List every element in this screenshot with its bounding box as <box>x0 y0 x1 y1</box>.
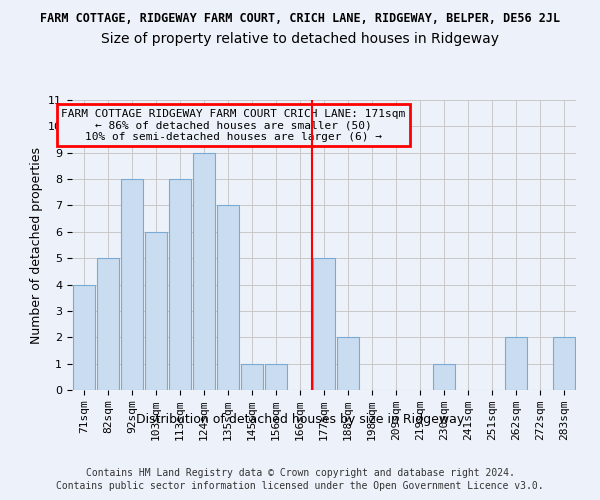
Text: Distribution of detached houses by size in Ridgeway: Distribution of detached houses by size … <box>136 412 464 426</box>
Text: FARM COTTAGE, RIDGEWAY FARM COURT, CRICH LANE, RIDGEWAY, BELPER, DE56 2JL: FARM COTTAGE, RIDGEWAY FARM COURT, CRICH… <box>40 12 560 26</box>
Bar <box>505 338 527 390</box>
Bar <box>121 179 143 390</box>
Y-axis label: Number of detached properties: Number of detached properties <box>30 146 43 344</box>
Bar <box>97 258 119 390</box>
Bar <box>433 364 455 390</box>
Bar <box>553 338 575 390</box>
Text: Contains public sector information licensed under the Open Government Licence v3: Contains public sector information licen… <box>56 481 544 491</box>
Bar <box>145 232 167 390</box>
Bar <box>73 284 95 390</box>
Text: Size of property relative to detached houses in Ridgeway: Size of property relative to detached ho… <box>101 32 499 46</box>
Bar <box>337 338 359 390</box>
Bar <box>313 258 335 390</box>
Text: FARM COTTAGE RIDGEWAY FARM COURT CRICH LANE: 171sqm
← 86% of detached houses are: FARM COTTAGE RIDGEWAY FARM COURT CRICH L… <box>61 108 406 142</box>
Bar <box>241 364 263 390</box>
Bar <box>169 179 191 390</box>
Bar <box>217 206 239 390</box>
Bar <box>193 152 215 390</box>
Text: Contains HM Land Registry data © Crown copyright and database right 2024.: Contains HM Land Registry data © Crown c… <box>86 468 514 477</box>
Bar <box>265 364 287 390</box>
